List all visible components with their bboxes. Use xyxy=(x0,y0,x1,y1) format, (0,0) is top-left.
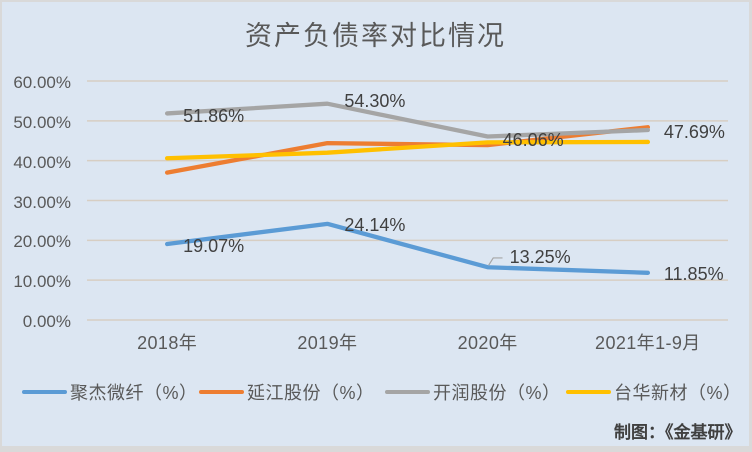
legend-label: 聚杰微纤（%） xyxy=(70,383,198,403)
legend-item: 聚杰微纤（%） xyxy=(22,381,198,403)
legend-item: 延江股份（%） xyxy=(199,381,375,403)
y-axis-tick-label: 40.00% xyxy=(13,152,71,172)
credit-text: 制图：《金基研》 xyxy=(614,423,742,442)
data-label: 19.07% xyxy=(183,235,245,256)
legend-swatch xyxy=(385,389,430,395)
y-axis-tick-label: 0.00% xyxy=(22,312,71,331)
legend-label: 延江股份（%） xyxy=(247,383,375,403)
legend-item: 开润股份（%） xyxy=(385,381,561,403)
series-line xyxy=(164,125,651,175)
data-label: 11.85% xyxy=(663,264,724,285)
series-line xyxy=(164,221,651,275)
data-label-leader-line xyxy=(488,257,503,266)
data-label: 13.25% xyxy=(509,246,571,267)
x-axis-tick-label: 2018年 xyxy=(137,332,198,353)
x-axis-tick-label: 2020年 xyxy=(457,332,518,353)
data-label: 46.06% xyxy=(502,129,564,150)
legend-label: 开润股份（%） xyxy=(433,383,561,403)
data-label: 51.86% xyxy=(183,105,245,126)
x-axis-tick-label: 2019年 xyxy=(297,332,358,353)
chart-title: 资产负债率对比情况 xyxy=(245,20,506,51)
legend-swatch xyxy=(566,389,611,395)
legend-item: 台华新材（%） xyxy=(566,381,742,403)
y-axis-tick-label: 50.00% xyxy=(13,112,71,132)
y-axis-tick-label: 30.00% xyxy=(13,192,71,212)
x-axis-tick-label: 2021年1-9月 xyxy=(595,332,701,353)
data-label: 54.30% xyxy=(344,90,406,111)
y-axis-tick-label: 60.00% xyxy=(13,73,71,92)
chart-area: 资产负债率对比情况 0.00% 10.00% 20.00% 30.00% 40.00% 5… xyxy=(2,2,749,446)
legend-label: 台华新材（%） xyxy=(614,383,742,403)
data-label: 47.69% xyxy=(663,121,725,142)
series-line xyxy=(164,139,651,161)
series-line xyxy=(164,101,651,139)
y-axis-tick-label: 20.00% xyxy=(13,232,71,252)
y-axis-tick-label: 10.00% xyxy=(13,272,71,292)
legend-swatch xyxy=(199,389,244,395)
data-label: 24.14% xyxy=(344,215,406,236)
legend-swatch xyxy=(22,389,67,395)
